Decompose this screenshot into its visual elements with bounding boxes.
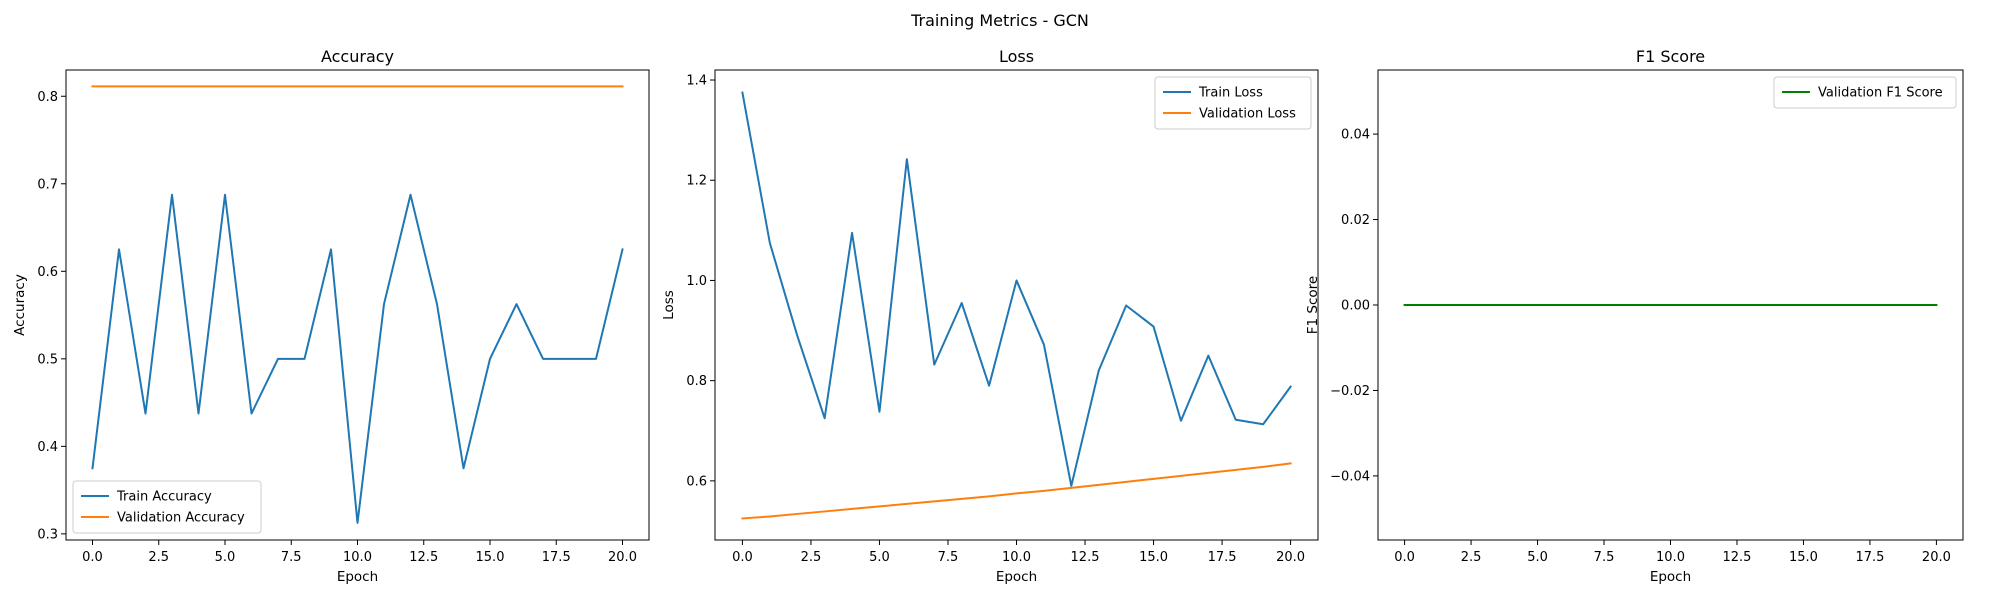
x-tick-label: 0.0 (732, 550, 753, 565)
x-tick-label: 15.0 (1139, 550, 1168, 565)
series-line-1 (91, 193, 624, 524)
legend: Train Loss Validation Loss (1154, 76, 1312, 130)
y-tick-label: −0.04 (1330, 469, 1370, 484)
x-axis-label: Epoch (1650, 569, 1691, 585)
x-tick-label: 0.0 (82, 550, 103, 565)
legend-label: Validation Accuracy (117, 511, 245, 526)
subplot-2: 0.0 2.5 5.0 7.5 10.0 12.5 15.0 17.5 20.0 0.6 0.8 1.… (661, 47, 1319, 585)
y-tick-label: 0.8 (686, 374, 707, 389)
legend-box (1154, 76, 1312, 130)
x-axis-label: Epoch (996, 569, 1037, 585)
y-axis-label: Loss (661, 290, 677, 320)
x-tick-label: 17.5 (1208, 550, 1237, 565)
x-tick-label: 20.0 (608, 550, 637, 565)
x-tick-label: 12.5 (409, 550, 438, 565)
x-tick-label: 2.5 (148, 550, 169, 565)
y-tick-label: 0.8 (37, 90, 58, 105)
y-axis-label: Accuracy (12, 274, 28, 336)
y-tick-label: 0.04 (1341, 128, 1370, 143)
x-tick-label: 20.0 (1922, 550, 1951, 565)
legend-label: Validation Loss (1199, 107, 1296, 122)
x-tick-label: 17.5 (1855, 550, 1884, 565)
x-tick-label: 5.0 (215, 550, 236, 565)
series-line-2 (741, 462, 1292, 520)
x-tick-label: 15.0 (1789, 550, 1818, 565)
subplot-title: F1 Score (1636, 47, 1705, 66)
x-tick-label: 10.0 (343, 550, 372, 565)
x-tick-label: 5.0 (1527, 550, 1548, 565)
subplots-container: 0.0 2.5 5.0 7.5 10.0 12.5 15.0 17.5 20.0 0.3 0.4 0.… (12, 47, 1964, 585)
y-tick-label: −0.02 (1330, 384, 1370, 399)
y-tick-label: 0.6 (686, 474, 707, 489)
y-tick-label: 1.2 (686, 174, 707, 189)
x-tick-label: 12.5 (1723, 550, 1752, 565)
x-tick-label: 7.5 (938, 550, 959, 565)
legend: Validation F1 Score (1773, 76, 1957, 109)
subplot-title: Accuracy (321, 47, 394, 66)
x-tick-label: 7.5 (1594, 550, 1615, 565)
legend-label: Validation F1 Score (1818, 86, 1943, 101)
x-tick-label: 20.0 (1276, 550, 1305, 565)
x-tick-label: 2.5 (801, 550, 822, 565)
y-tick-label: 0.6 (37, 265, 58, 280)
y-tick-label: 0.02 (1341, 213, 1370, 228)
legend-label: Train Accuracy (116, 490, 212, 505)
x-tick-label: 2.5 (1461, 550, 1482, 565)
legend: Train Accuracy Validation Accuracy (72, 480, 262, 534)
x-tick-label: 10.0 (1002, 550, 1031, 565)
x-tick-label: 15.0 (476, 550, 505, 565)
subplot-title: Loss (999, 47, 1034, 66)
figure-title: Training Metrics - GCN (910, 11, 1089, 30)
series-line-1 (741, 91, 1292, 487)
x-tick-label: 12.5 (1071, 550, 1100, 565)
x-tick-label: 0.0 (1394, 550, 1415, 565)
x-tick-label: 5.0 (869, 550, 890, 565)
y-axis-label: F1 Score (1305, 276, 1321, 334)
x-tick-label: 17.5 (542, 550, 571, 565)
legend-box (72, 480, 262, 534)
y-tick-label: 1.4 (686, 74, 707, 89)
y-tick-label: 0.4 (37, 440, 58, 455)
x-tick-label: 7.5 (281, 550, 302, 565)
legend-label: Train Loss (1198, 86, 1263, 101)
subplot-1: 0.0 2.5 5.0 7.5 10.0 12.5 15.0 17.5 20.0 0.3 0.4 0.… (12, 47, 650, 585)
subplot-3: 0.0 2.5 5.0 7.5 10.0 12.5 15.0 17.5 20.0 −0.04 −0.… (1305, 47, 1964, 585)
y-tick-label: 0.7 (37, 177, 58, 192)
y-tick-label: 0.00 (1341, 299, 1370, 314)
y-tick-label: 0.5 (37, 352, 58, 367)
x-axis-label: Epoch (337, 569, 378, 585)
y-tick-label: 0.3 (37, 527, 58, 542)
legend-box (1773, 76, 1957, 109)
y-tick-label: 1.0 (686, 274, 707, 289)
x-tick-label: 10.0 (1656, 550, 1685, 565)
